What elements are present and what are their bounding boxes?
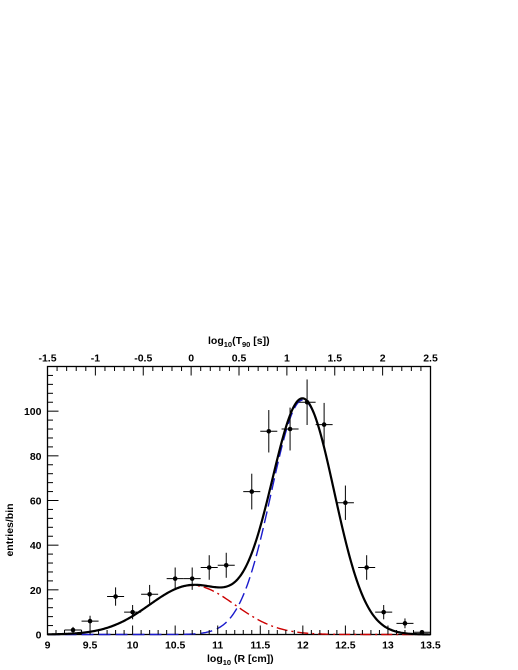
data-point xyxy=(189,576,195,581)
data-point xyxy=(402,621,408,626)
x-bottom-tick-label: 10 xyxy=(127,640,139,652)
data-point-group xyxy=(81,615,99,627)
data-point xyxy=(364,565,369,570)
high-component-curve xyxy=(47,399,431,636)
x-top-tick-label: 2.5 xyxy=(423,353,438,365)
data-point xyxy=(266,428,272,434)
data-point-group xyxy=(281,407,299,451)
x-bottom-tick-label: 9 xyxy=(45,640,51,652)
data-point xyxy=(113,594,118,599)
data-point-group xyxy=(200,555,218,580)
data-point-group xyxy=(298,379,316,426)
x-top-label-rest: [s]) xyxy=(250,335,269,347)
x-bottom-tick-label: 10.5 xyxy=(165,640,186,652)
x-axis-bottom-title: log10 (R [cm]) xyxy=(207,653,274,667)
data-point-group xyxy=(315,402,333,447)
y-tick-label: 40 xyxy=(30,540,42,552)
low-component-curve xyxy=(47,584,431,636)
data-point xyxy=(172,576,178,581)
data-point-group xyxy=(375,605,393,620)
data-point xyxy=(287,426,293,432)
data-point-group xyxy=(124,605,142,620)
x-bottom-label-rest: (R [cm]) xyxy=(231,653,274,665)
data-points xyxy=(64,379,431,635)
x-axis-top-title: log10(T90 [s]) xyxy=(208,335,270,349)
x-bottom-tick-label: 13 xyxy=(382,640,394,652)
data-point xyxy=(381,609,386,615)
x-bottom-tick-label: 11.5 xyxy=(250,640,270,652)
x-top-tick-label: -0.5 xyxy=(134,353,152,365)
x-top-tick-label: -1.5 xyxy=(38,353,56,365)
x-bottom-tick-label: 9.5 xyxy=(83,640,98,652)
x-top-label-main: log xyxy=(208,335,224,347)
x-top-label-sub2: 90 xyxy=(242,340,250,349)
x-top-tick-label: 2 xyxy=(380,353,386,365)
data-point-group xyxy=(107,587,125,606)
y-tick-label: 80 xyxy=(30,451,42,463)
data-point-group xyxy=(358,555,376,580)
data-point xyxy=(130,609,135,615)
data-point-group xyxy=(183,567,201,590)
y-axis-title: entries/bin xyxy=(4,503,16,556)
y-tick-label: 60 xyxy=(30,496,42,508)
data-point xyxy=(223,562,229,568)
data-point xyxy=(249,489,255,494)
data-point-group xyxy=(260,410,278,453)
data-point-group xyxy=(396,618,414,629)
data-point xyxy=(87,618,93,624)
x-top-tick-label: -1 xyxy=(91,353,100,365)
data-point xyxy=(343,500,348,506)
x-bottom-label-sub: 10 xyxy=(223,658,231,667)
data-point-group xyxy=(141,584,159,604)
data-point xyxy=(206,565,212,570)
data-point xyxy=(304,399,310,405)
fit-curves xyxy=(47,397,431,636)
data-point-group xyxy=(243,473,261,510)
data-point-group xyxy=(166,567,184,590)
data-point-group xyxy=(336,485,354,520)
x-bottom-tick-label: 12 xyxy=(297,640,309,652)
x-top-label-sub: 10 xyxy=(224,340,232,349)
y-tick-label: 20 xyxy=(30,585,42,597)
x-top-tick-label: 0 xyxy=(188,353,194,365)
x-top-tick-label: 1.5 xyxy=(327,353,342,365)
x-top-tick-label: 0.5 xyxy=(232,353,247,365)
x-bottom-label-main: log xyxy=(207,653,223,665)
data-point-group xyxy=(217,552,235,578)
x-bottom-tick-label: 13.5 xyxy=(420,640,441,652)
y-tick-label: 0 xyxy=(36,630,42,642)
data-point xyxy=(147,592,152,597)
data-point xyxy=(321,422,327,427)
y-tick-label: 100 xyxy=(24,406,42,418)
axis-ticks: 9 9.5 10 10.5 11 11.5 12 12.5 13 13.5-1.5 -1 -0.5 0 0… xyxy=(24,353,441,652)
total-fit-curve xyxy=(47,397,431,636)
x-top-label-paren: (T xyxy=(232,335,242,347)
x-bottom-tick-label: 12.5 xyxy=(335,640,356,652)
x-bottom-tick-label: 11 xyxy=(212,640,223,652)
plot-frame xyxy=(46,365,432,636)
x-top-tick-label: 1 xyxy=(284,353,290,365)
